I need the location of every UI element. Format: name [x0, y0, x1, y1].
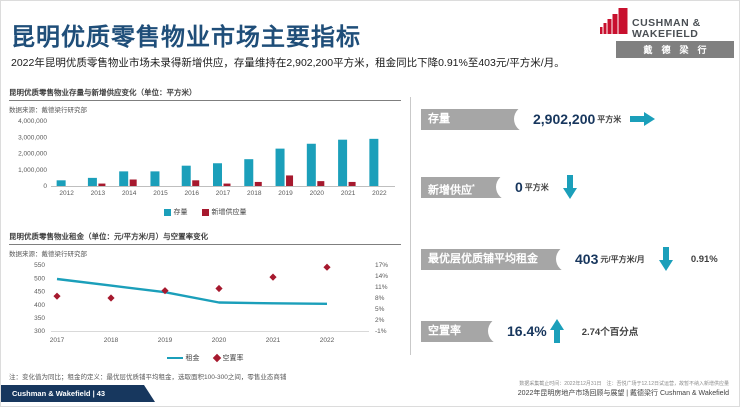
vacancy-diamond-swatch-icon	[212, 353, 221, 363]
svg-text:0: 0	[43, 183, 47, 190]
svg-text:2019: 2019	[278, 190, 293, 197]
down-arrow-icon	[658, 247, 673, 271]
svg-text:2022: 2022	[372, 190, 387, 197]
stock-chart-legend: 存量 新增供应量	[9, 207, 401, 217]
svg-text:2018: 2018	[247, 190, 262, 197]
page-title: 昆明优质零售物业市场主要指标	[11, 24, 361, 51]
rent-line-swatch-icon	[166, 356, 183, 360]
indicator-band: 存量	[421, 108, 527, 130]
svg-text:2021: 2021	[266, 337, 281, 344]
svg-text:2020: 2020	[310, 190, 325, 197]
indicator-band: 最优层优质铺平均租金	[421, 248, 569, 270]
stock-bar-chart: 4,000,000 3,000,000 2,000,000 1,000,000 0 201…	[18, 118, 395, 197]
svg-text:2017: 2017	[50, 337, 65, 344]
indicator-unit: 平方米	[597, 114, 622, 124]
svg-text:2014: 2014	[122, 190, 137, 197]
svg-text:2,000,000: 2,000,000	[18, 151, 47, 158]
svg-text:4,000,000: 4,000,000	[18, 118, 47, 125]
stock-chart-title: 昆明优质零售物业存量与新增供应变化（单位：平方米）	[9, 87, 401, 101]
svg-text:2016: 2016	[184, 190, 199, 197]
indicator-band: 新增供应*	[421, 176, 509, 198]
indicator-row-rent: 最优层优质铺平均租金 403 元/平方米/月 0.91%	[421, 244, 733, 274]
charts-column: 昆明优质零售物业存量与新增供应变化（单位：平方米） 数据来源：戴德梁行研究部 4…	[9, 87, 401, 381]
logo-chinese-name: 戴德梁行	[616, 41, 734, 58]
legend-item-stock: 存量	[163, 207, 188, 217]
svg-text:2013: 2013	[91, 190, 106, 197]
svg-text:2019: 2019	[158, 337, 173, 344]
svg-text:2012: 2012	[59, 190, 74, 197]
svg-text:2020: 2020	[212, 337, 227, 344]
svg-text:2015: 2015	[153, 190, 168, 197]
subtitle: 2022年昆明优质零售物业市场未录得新增供应，存量维持在2,902,200平方米…	[11, 57, 565, 69]
indicator-band: 空置率	[421, 320, 501, 342]
indicator-value: 0	[515, 179, 523, 195]
svg-text:2017: 2017	[216, 190, 231, 197]
legend-item-new-supply: 新增供应量	[201, 207, 247, 217]
indicator-value: 403	[575, 251, 599, 267]
indicator-change: 0.91%	[690, 253, 718, 265]
rent-chart-note: 注：变化值为同比；租金的定义：最优层优质铺平均租金，选取面积100-300之间，…	[9, 374, 287, 381]
svg-text:3,000,000: 3,000,000	[18, 134, 47, 141]
down-arrow-icon	[562, 175, 577, 199]
new-supply-swatch-icon	[201, 208, 209, 216]
svg-text:500: 500	[34, 275, 45, 282]
legend-item-vacancy: 空置率	[212, 353, 244, 363]
svg-text:400: 400	[34, 302, 45, 309]
svg-text:300: 300	[34, 328, 45, 335]
svg-text:2021: 2021	[341, 190, 356, 197]
stock-chart-source: 数据来源：戴德梁行研究部	[9, 107, 87, 114]
rent-vacancy-line-chart: 550 500 450 400 350 300 17% 14% 11% 8% 5% 2% -1% 2017…	[34, 262, 388, 344]
svg-text:5%: 5%	[375, 306, 385, 313]
indicator-row-vacancy: 空置率 16.4% 2.74个百分点	[421, 316, 733, 346]
stock-swatch-icon	[163, 208, 171, 216]
rent-chart-source: 数据来源：戴德梁行研究部	[9, 251, 87, 258]
footer-data-note: 数据采集截止时间：2022年12月31日 注：吾悦广场于12.12日试运营，故暂…	[519, 381, 729, 387]
right-arrow-icon	[630, 112, 656, 126]
svg-text:350: 350	[34, 315, 45, 322]
svg-text:-1%: -1%	[375, 328, 387, 335]
svg-text:8%: 8%	[375, 295, 385, 302]
indicator-unit: 元/平方米/月	[600, 254, 645, 264]
vertical-divider	[410, 97, 411, 355]
up-arrow-icon	[549, 319, 564, 343]
svg-text:2%: 2%	[375, 317, 385, 324]
svg-text:11%: 11%	[375, 284, 388, 291]
svg-text:2022: 2022	[320, 337, 335, 344]
footer-banner: Cushman & Wakefield | 43	[1, 385, 155, 402]
legend-item-rent: 租金	[166, 353, 200, 363]
cushman-wakefield-building-icon	[600, 8, 628, 40]
stock-chart-block: 昆明优质零售物业存量与新增供应变化（单位：平方米） 数据来源：戴德梁行研究部 4…	[9, 87, 401, 217]
rent-chart-title: 昆明优质零售物业租金（单位：元/平方米/月）与空置率变化	[9, 231, 401, 245]
indicator-change: 2.74个百分点	[581, 327, 639, 338]
svg-text:1,000,000: 1,000,000	[18, 167, 47, 174]
indicator-row-stock: 存量 2,902,200 平方米	[421, 104, 733, 134]
indicator-value: 16.4%	[507, 323, 547, 339]
indicator-unit: 平方米	[524, 182, 549, 192]
indicator-value: 2,902,200	[533, 111, 596, 127]
svg-text:550: 550	[34, 262, 45, 269]
indicator-row-new-supply: 新增供应* 0 平方米	[421, 172, 733, 202]
svg-text:450: 450	[34, 289, 45, 296]
rent-chart-legend: 租金 空置率	[9, 353, 401, 363]
svg-text:14%: 14%	[375, 273, 388, 280]
svg-text:2018: 2018	[104, 337, 119, 344]
footer-caption: 2022年昆明房地产市场回顾与展望 | 戴德梁行 Cushman & Wakef…	[517, 390, 729, 397]
company-logo: CUSHMAN & WAKEFIELD 戴德梁行	[600, 8, 734, 58]
logo-wordmark: CUSHMAN & WAKEFIELD	[632, 16, 701, 40]
rent-chart-block: 昆明优质零售物业租金（单位：元/平方米/月）与空置率变化 数据来源：戴德梁行研究…	[9, 231, 401, 381]
svg-text:17%: 17%	[375, 262, 388, 269]
